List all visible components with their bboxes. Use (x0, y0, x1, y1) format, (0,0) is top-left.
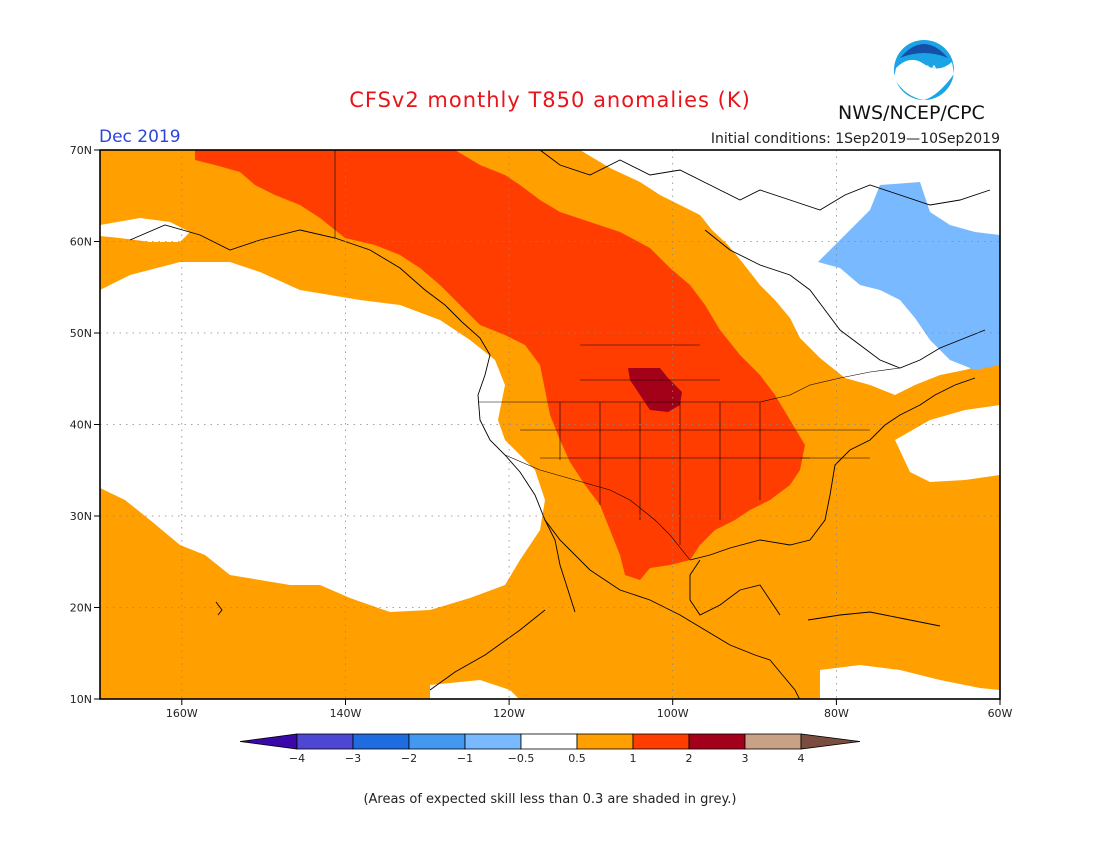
colorbar-label: −2 (401, 752, 417, 765)
colorbar-label: 0.5 (568, 752, 586, 765)
lon-axis: 160W 140W 120W 100W 80W 60W (166, 699, 1013, 720)
anomaly-region-2-3 (628, 368, 682, 412)
lat-tick-40n: 40N (70, 419, 92, 432)
colorbar-arrow-high (800, 733, 861, 750)
colorbar-swatch (352, 733, 410, 750)
colorbar-label: 2 (686, 752, 693, 765)
lat-tick-50n: 50N (70, 327, 92, 340)
colorbar-swatch (520, 733, 578, 750)
colorbar-label: −4 (289, 752, 305, 765)
colorbar: −4 −3 −2 −1 −0.5 0.5 1 2 3 4 (239, 733, 861, 765)
initial-conditions: Initial conditions: 1Sep2019—10Sep2019 (710, 131, 1000, 147)
agency-label: NWS/NCEP/CPC (838, 102, 985, 124)
lat-tick-20n: 20N (70, 602, 92, 615)
colorbar-label: −0.5 (508, 752, 535, 765)
colorbar-label: 1 (630, 752, 637, 765)
colorbar-label: −1 (457, 752, 473, 765)
colorbar-arrow-low (239, 733, 298, 750)
lon-tick-120w: 120W (493, 707, 525, 720)
colorbar-swatch (576, 733, 634, 750)
lat-tick-70n: 70N (70, 144, 92, 157)
colorbar-label: 3 (742, 752, 749, 765)
colorbar-label: 4 (798, 752, 805, 765)
lat-tick-10n: 10N (70, 693, 92, 706)
anomaly-region-neg0.5-neg1 (818, 182, 1000, 370)
forecast-month: Dec 2019 (99, 127, 181, 147)
noaa-logo: NOAA (894, 40, 954, 100)
political-borders (334, 150, 901, 561)
skill-note: (Areas of expected skill less than 0.3 a… (363, 792, 737, 807)
colorbar-swatch (632, 733, 690, 750)
coastlines (129, 150, 991, 699)
colorbar-swatch (408, 733, 466, 750)
colorbar-swatch (296, 733, 354, 750)
neutral-region-bering (100, 218, 190, 242)
noaa-logo-text: NOAA (911, 64, 938, 74)
lat-tick-30n: 30N (70, 510, 92, 523)
lon-tick-60w: 60W (988, 707, 1013, 720)
lon-tick-100w: 100W (657, 707, 689, 720)
colorbar-swatch (464, 733, 522, 750)
neutral-region-pacific (100, 262, 545, 612)
lon-tick-80w: 80W (824, 707, 849, 720)
map-area (100, 150, 1000, 699)
lat-axis: 70N 60N 50N 40N 30N 20N 10N (70, 144, 100, 706)
lon-tick-140w: 140W (330, 707, 362, 720)
lon-tick-160w: 160W (166, 707, 198, 720)
colorbar-label: −3 (345, 752, 361, 765)
anomaly-region-1-2 (195, 150, 805, 580)
lat-lon-grid (100, 150, 1000, 699)
neutral-region-atlantic (895, 405, 1000, 482)
colorbar-swatch (688, 733, 746, 750)
neutral-region-epac (430, 680, 519, 699)
neutral-region-carib (820, 665, 1000, 699)
lat-tick-60n: 60N (70, 236, 92, 249)
colorbar-swatch (744, 733, 802, 750)
chart-title: CFSv2 monthly T850 anomalies (K) (349, 88, 751, 112)
